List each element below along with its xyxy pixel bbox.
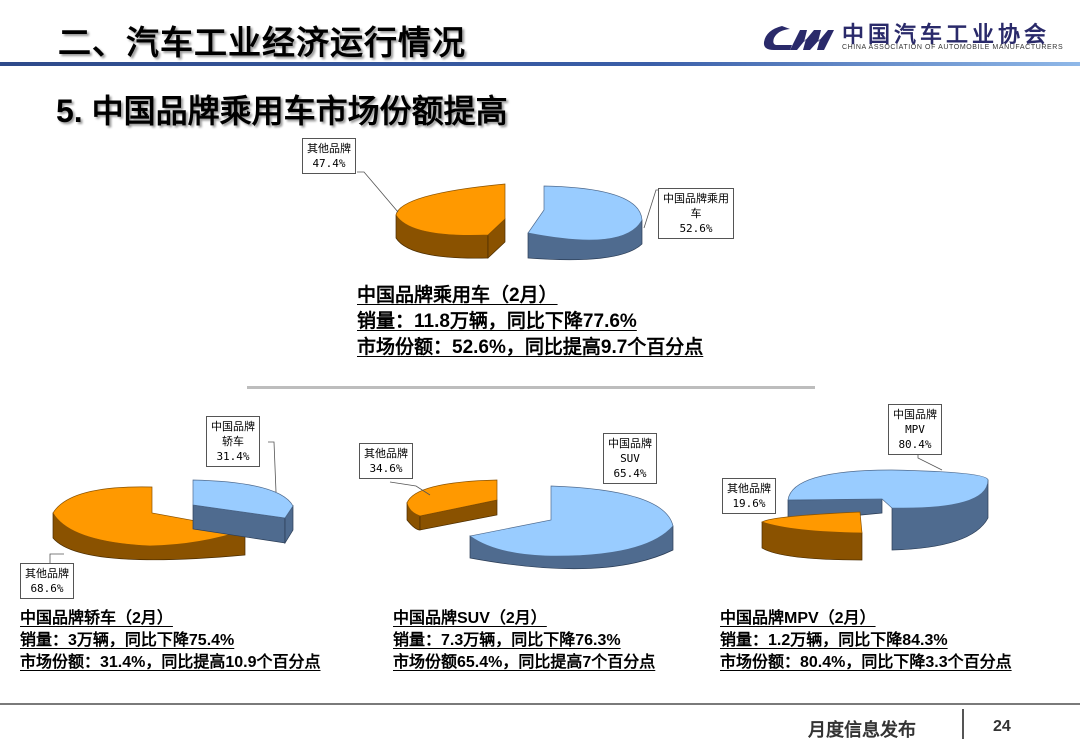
callout-value: 80.4% (898, 438, 932, 451)
stats-share: 市场份额：80.4%，同比下降3.3个百分点 (720, 654, 1012, 671)
callout-mpv-other: 其他品牌 19.6% (722, 478, 776, 514)
section-divider (247, 386, 815, 389)
callout-label: 其他品牌 (307, 142, 351, 155)
callout-label: 其他品牌 (727, 482, 771, 495)
caam-logo-icon (763, 26, 834, 50)
header-divider (0, 62, 1080, 66)
callout-label: 其他品牌 (25, 567, 69, 580)
stats-title: 中国品牌MPV（2月） (720, 610, 876, 627)
section-title: 二、汽车工业经济运行情况 (58, 24, 466, 61)
callout-mpv-china: 中国品牌 MPV 80.4% (888, 404, 942, 455)
footer-label: 月度信息发布 (808, 720, 916, 740)
callout-label: 中国品牌 (608, 437, 652, 450)
stats-sales: 销量：7.3万辆，同比下降76.3% (393, 632, 621, 649)
callout-value: 47.4% (312, 157, 346, 170)
leader-lines-sedan (49, 441, 277, 565)
stats-sedan: 中国品牌轿车（2月） 销量：3万辆，同比下降75.4% 市场份额：31.4%，同… (20, 608, 321, 674)
callout-label-2: 轿车 (222, 435, 244, 448)
page-number: 24 (993, 718, 1011, 735)
logo-name-cn: 中国汽车工业协会 (842, 22, 1051, 47)
callout-passenger-other: 其他品牌 47.4% (302, 138, 356, 174)
stats-share: 市场份额：31.4%，同比提高10.9个百分点 (20, 654, 321, 671)
leader-lines-passenger (357, 171, 660, 229)
leader-line-mpv (917, 454, 943, 471)
stats-passenger: 中国品牌乘用车（2月） 销量：11.8万辆，同比下降77.6% 市场份额：52.… (357, 283, 703, 361)
callout-label-2: SUV (620, 452, 640, 465)
pie-chart-sedan (52, 479, 294, 561)
callout-sedan-china: 中国品牌 轿车 31.4% (206, 416, 260, 467)
callout-value: 52.6% (679, 222, 713, 235)
pie-chart-mpv (761, 469, 989, 561)
footer-separator (962, 709, 964, 739)
pie-chart-passenger (395, 183, 643, 261)
stats-share: 市场份额65.4%，同比提高7个百分点 (393, 654, 656, 671)
stats-title: 中国品牌乘用车（2月） (357, 285, 558, 306)
callout-value: 68.6% (30, 582, 64, 595)
page-title: 5. 中国品牌乘用车市场份额提高 (56, 93, 508, 129)
callout-label: 中国品牌 (893, 408, 937, 421)
callout-value: 34.6% (369, 462, 403, 475)
callout-label-2: MPV (905, 423, 925, 436)
callout-value: 65.4% (613, 467, 647, 480)
callout-label: 其他品牌 (364, 447, 408, 460)
leader-line-suv (389, 481, 431, 496)
callout-label: 中国品牌乘用 (663, 192, 729, 205)
callout-value: 19.6% (732, 497, 766, 510)
stats-suv: 中国品牌SUV（2月） 销量：7.3万辆，同比下降76.3% 市场份额65.4%… (393, 608, 655, 674)
callout-suv-china: 中国品牌 SUV 65.4% (603, 433, 657, 484)
callout-value: 31.4% (216, 450, 250, 463)
callout-suv-other: 其他品牌 34.6% (359, 443, 413, 479)
stats-title: 中国品牌SUV（2月） (393, 610, 547, 627)
stats-mpv: 中国品牌MPV（2月） 销量：1.2万辆，同比下降84.3% 市场份额：80.4… (720, 608, 1012, 674)
footer-divider (0, 703, 1080, 705)
pie-chart-suv (406, 479, 674, 570)
callout-label-2: 车 (690, 207, 702, 220)
stats-title: 中国品牌轿车（2月） (20, 610, 173, 627)
stats-sales: 销量：11.8万辆，同比下降77.6% (357, 311, 637, 332)
logo-name-en: CHINA ASSOCIATION OF AUTOMOBILE MANUFACT… (842, 44, 1064, 51)
callout-sedan-other: 其他品牌 68.6% (20, 563, 74, 599)
callout-passenger-china: 中国品牌乘用 车 52.6% (658, 188, 734, 239)
stats-share: 市场份额：52.6%，同比提高9.7个百分点 (357, 337, 704, 358)
stats-sales: 销量：3万辆，同比下降75.4% (20, 632, 235, 649)
callout-label: 中国品牌 (211, 420, 255, 433)
stats-sales: 销量：1.2万辆，同比下降84.3% (720, 632, 948, 649)
